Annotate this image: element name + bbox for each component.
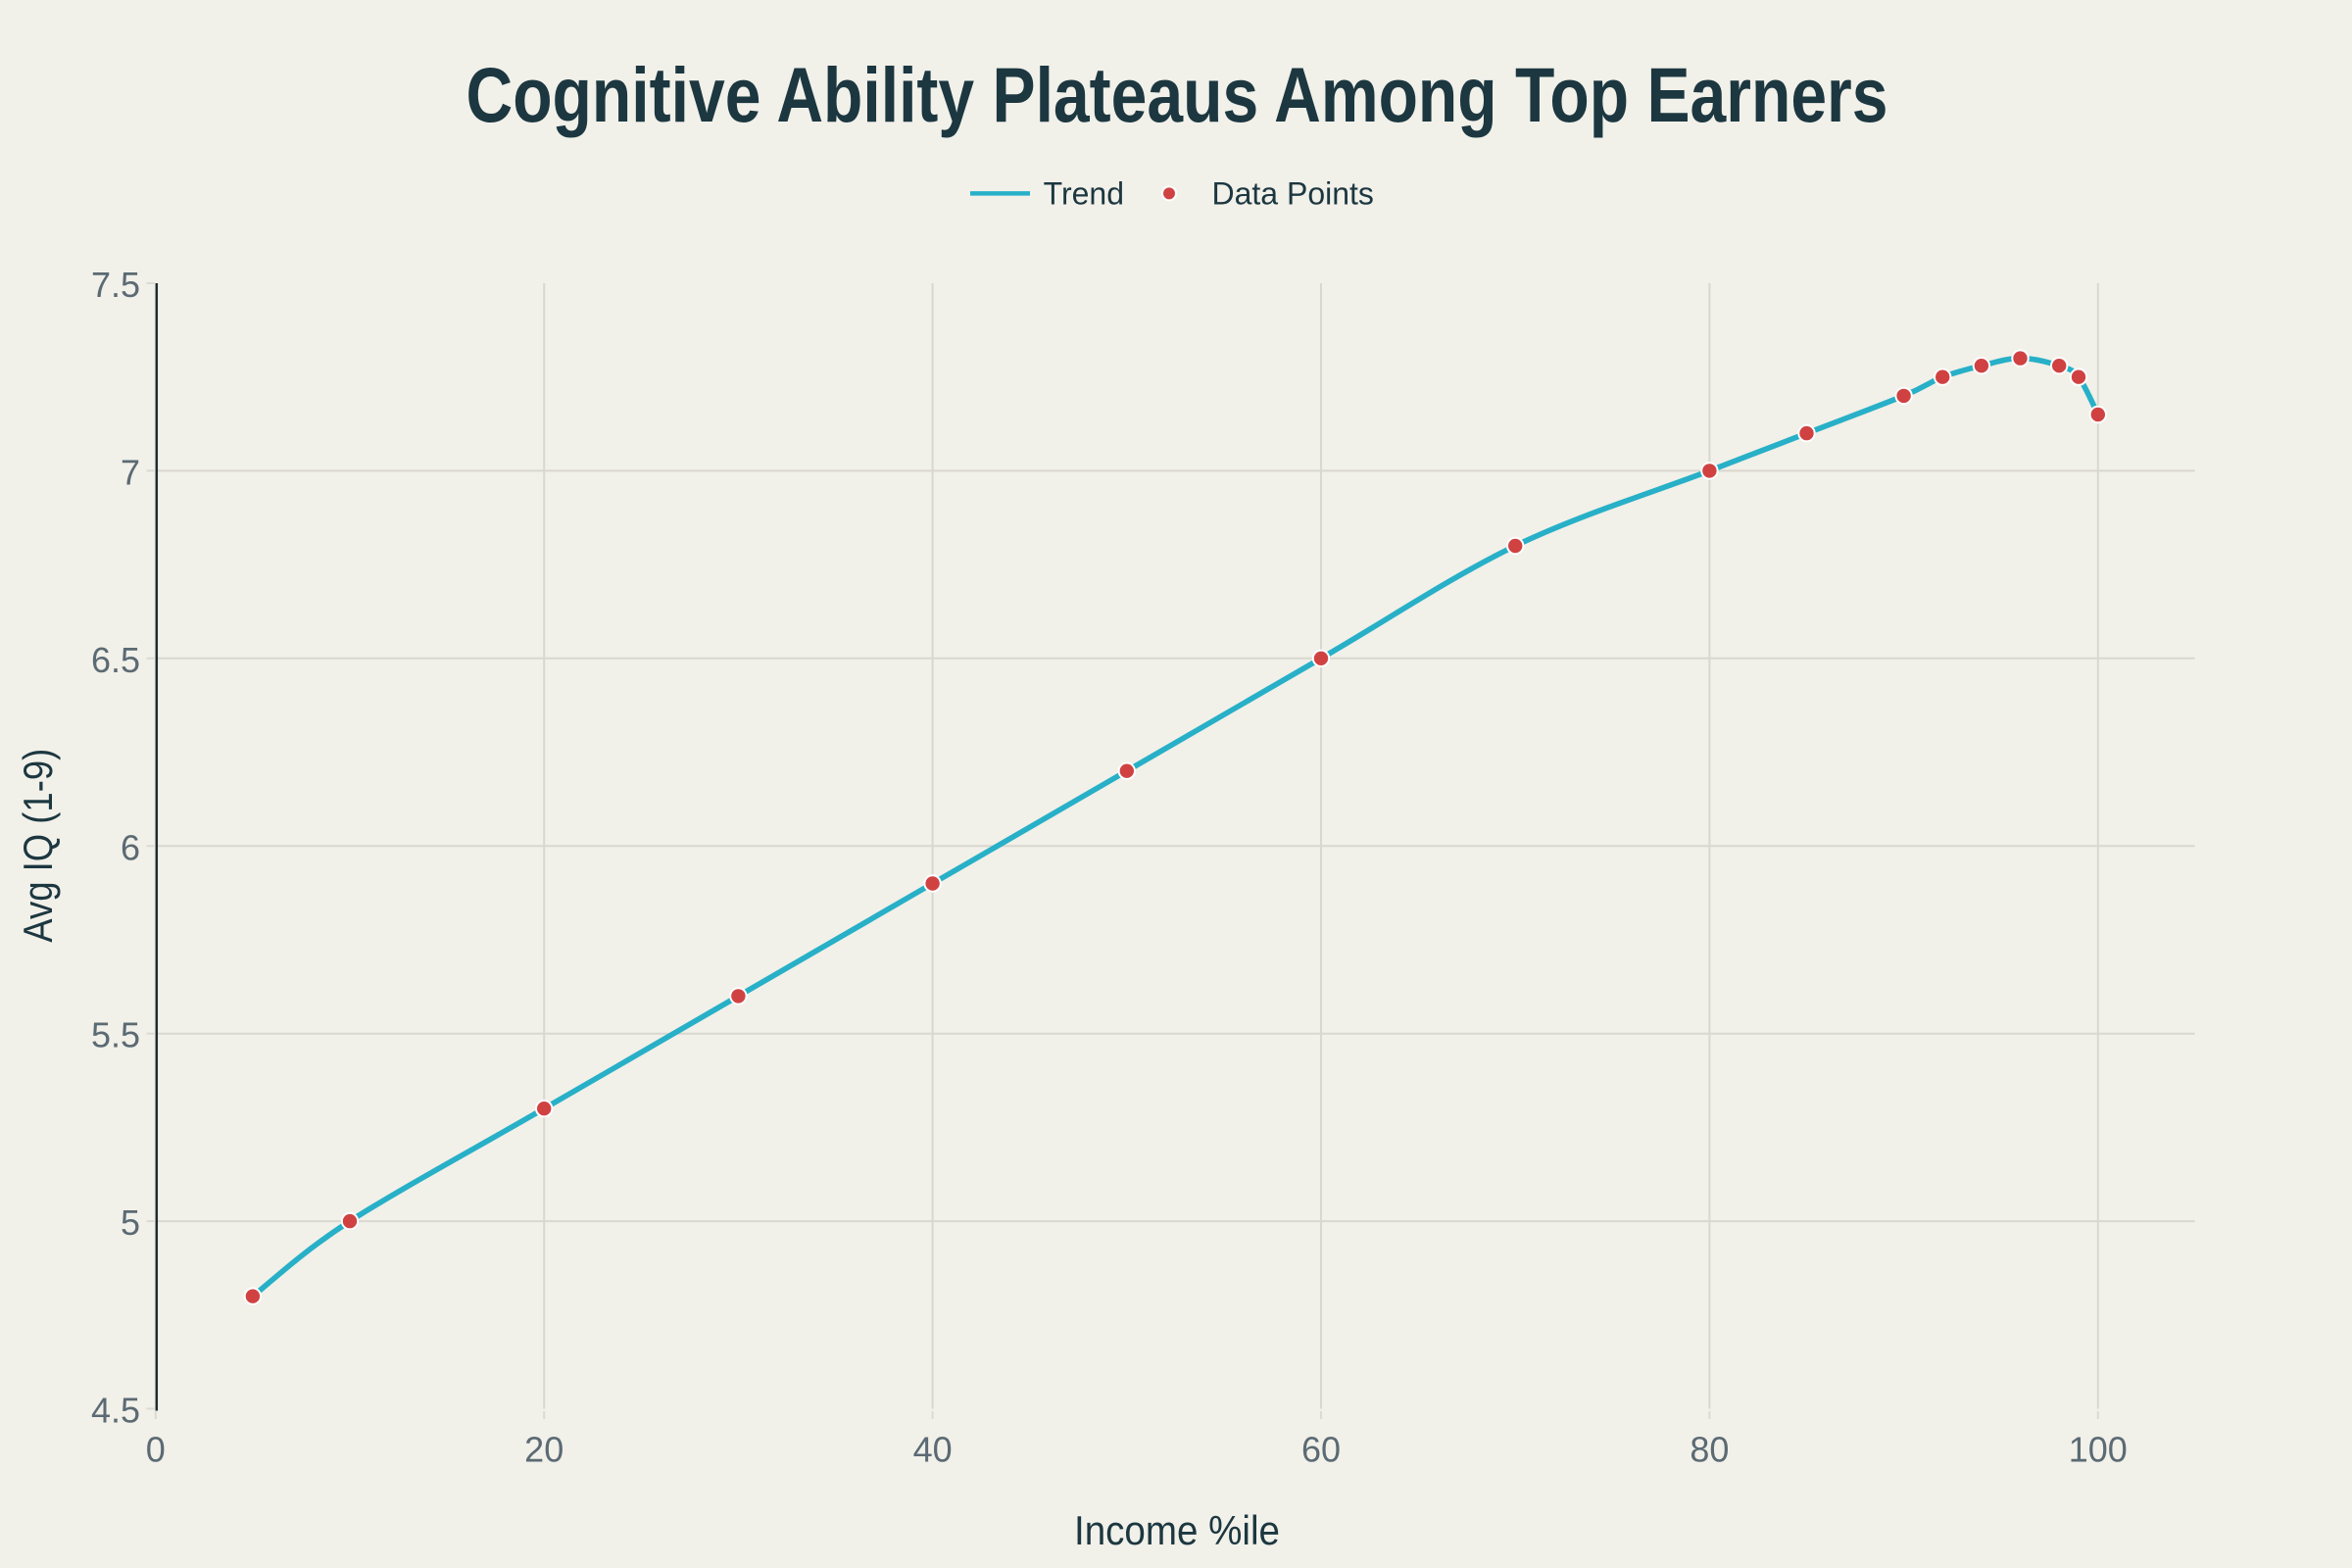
svg-text:7.5: 7.5	[91, 265, 140, 305]
svg-text:7: 7	[121, 452, 140, 492]
svg-text:4.5: 4.5	[91, 1391, 140, 1431]
svg-text:Avg IQ (1-9): Avg IQ (1-9)	[15, 749, 61, 943]
svg-text:40: 40	[913, 1430, 953, 1470]
svg-text:20: 20	[524, 1430, 564, 1470]
svg-text:100: 100	[2069, 1430, 2128, 1470]
svg-text:5: 5	[121, 1202, 140, 1243]
svg-text:6.5: 6.5	[91, 640, 140, 680]
svg-text:Data Points: Data Points	[1212, 176, 1374, 212]
svg-text:6: 6	[121, 827, 140, 867]
svg-text:5.5: 5.5	[91, 1015, 140, 1055]
svg-text:80: 80	[1690, 1430, 1729, 1470]
svg-text:Trend: Trend	[1044, 176, 1124, 212]
svg-text:Income %ile: Income %ile	[1074, 1507, 1280, 1553]
svg-text:0: 0	[146, 1430, 166, 1470]
svg-text:60: 60	[1301, 1430, 1341, 1470]
svg-text:Cognitive Ability Plateaus Amo: Cognitive Ability Plateaus Among Top Ear…	[466, 51, 1888, 138]
